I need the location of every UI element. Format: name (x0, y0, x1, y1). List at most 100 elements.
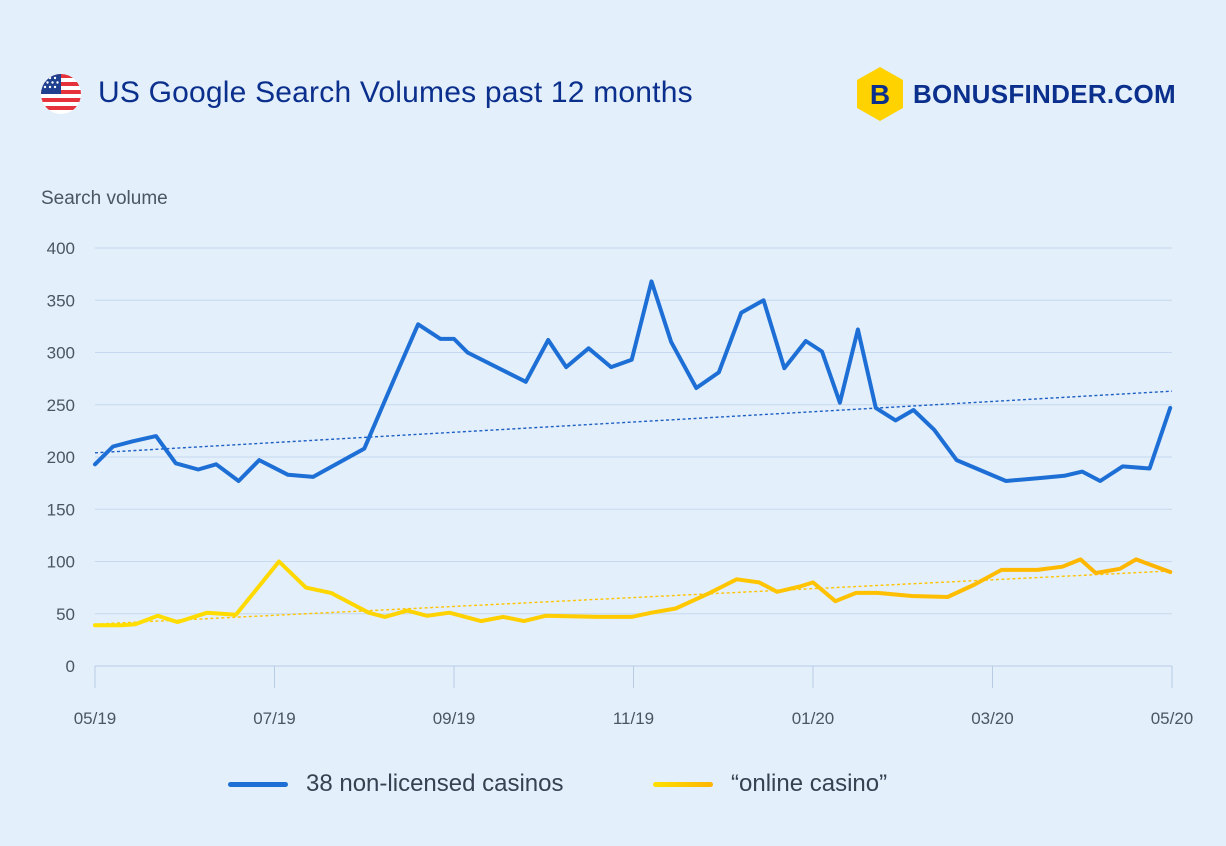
data-point (439, 337, 443, 341)
data-point (405, 609, 409, 613)
us-flag-icon (41, 74, 81, 114)
y-tick-label: 200 (47, 448, 75, 467)
series-line-non-licensed (93, 279, 1173, 483)
grid-lines (94, 247, 1173, 688)
data-point (1148, 467, 1152, 471)
data-point (394, 374, 398, 378)
data-point (257, 458, 261, 462)
x-tick-label: 09/19 (433, 709, 476, 728)
data-point (1118, 567, 1122, 571)
data-point (717, 370, 721, 374)
y-axis-label: Search volume (41, 188, 168, 209)
x-tick-label: 01/20 (792, 709, 835, 728)
data-point (910, 594, 914, 598)
trend-lines (94, 390, 1173, 625)
data-point (93, 623, 97, 627)
data-point (479, 619, 483, 623)
trend-line-non-licensed (94, 390, 1173, 454)
data-point (1134, 557, 1138, 561)
data-point (120, 623, 124, 627)
data-point (205, 611, 209, 615)
data-point (1168, 570, 1172, 574)
data-point (383, 615, 387, 619)
data-point (856, 328, 860, 332)
legend-swatch-yellow (653, 781, 713, 787)
data-point (973, 583, 977, 587)
data-point (425, 614, 429, 618)
trend-line-online-casino (94, 570, 1173, 625)
data-point (894, 418, 898, 422)
chart-title: US Google Search Volumes past 12 months (98, 76, 693, 109)
legend-label-online-casino: “online casino” (731, 770, 888, 797)
data-point (708, 591, 712, 595)
data-point (694, 386, 698, 390)
data-point (587, 346, 591, 350)
data-point (176, 620, 180, 624)
data-point (311, 475, 315, 479)
data-point (304, 586, 308, 590)
data-point (237, 479, 241, 483)
data-point (1079, 557, 1083, 561)
y-tick-label: 250 (47, 396, 75, 415)
legend-item-non-licensed[interactable]: 38 non-licensed casinos (228, 766, 564, 802)
data-point (522, 619, 526, 623)
data-point (782, 366, 786, 370)
data-point (739, 311, 743, 315)
data-point (546, 338, 550, 342)
data-point (196, 468, 200, 472)
y-tick-labels: 0 50 100 150 200 250 300 350 400 (47, 239, 75, 676)
data-point (630, 358, 634, 362)
data-point (1080, 470, 1084, 474)
y-tick-label: 400 (47, 239, 75, 258)
chart-legend: 38 non-licensed casinos “online casino” (0, 766, 1226, 802)
data-point (544, 614, 548, 618)
data-point (1061, 565, 1065, 569)
data-point (1121, 464, 1125, 468)
brand-name: BONUSFINDER.COM (912, 78, 1176, 109)
y-tick-label: 0 (66, 657, 75, 676)
data-point (775, 590, 779, 594)
data-point (932, 428, 936, 432)
data-point (838, 401, 842, 405)
data-point (946, 595, 950, 599)
data-point (630, 615, 634, 619)
data-point (416, 322, 420, 326)
data-point (1168, 406, 1172, 410)
data-point (1040, 476, 1044, 480)
x-tick-label: 05/20 (1151, 709, 1194, 728)
y-tick-label: 50 (56, 605, 75, 624)
data-point (362, 447, 366, 451)
y-tick-label: 100 (47, 553, 75, 572)
data-point (93, 462, 97, 466)
data-point (798, 585, 802, 589)
data-point (131, 439, 135, 443)
data-point (1062, 474, 1066, 478)
data-point (820, 350, 824, 354)
x-tick-label: 11/19 (613, 709, 654, 728)
data-point (1004, 479, 1008, 483)
data-point (286, 473, 290, 477)
data-point (156, 614, 160, 618)
brand-letter: B (870, 79, 890, 110)
data-point (214, 462, 218, 466)
brand-logo[interactable]: B BONUSFINDER.COM (855, 66, 1176, 122)
data-point (609, 365, 613, 369)
data-point (367, 611, 371, 615)
y-tick-label: 300 (47, 344, 75, 363)
chart-header: US Google Search Volumes past 12 months … (40, 66, 1180, 126)
data-point (1000, 568, 1004, 572)
data-point (277, 560, 281, 564)
bonusfinder-hexagon-icon: B (856, 67, 903, 121)
data-point (874, 406, 878, 410)
data-point (111, 445, 115, 449)
data-point (912, 408, 916, 412)
x-tick-labels: 05/19 07/19 09/19 11/19 01/20 03/20 05/20 (74, 709, 1194, 728)
legend-item-online-casino[interactable]: “online casino” (653, 766, 887, 802)
data-point (650, 611, 654, 615)
data-point (811, 580, 815, 584)
data-point (596, 615, 600, 619)
data-point (329, 591, 333, 595)
data-point (1035, 568, 1039, 572)
